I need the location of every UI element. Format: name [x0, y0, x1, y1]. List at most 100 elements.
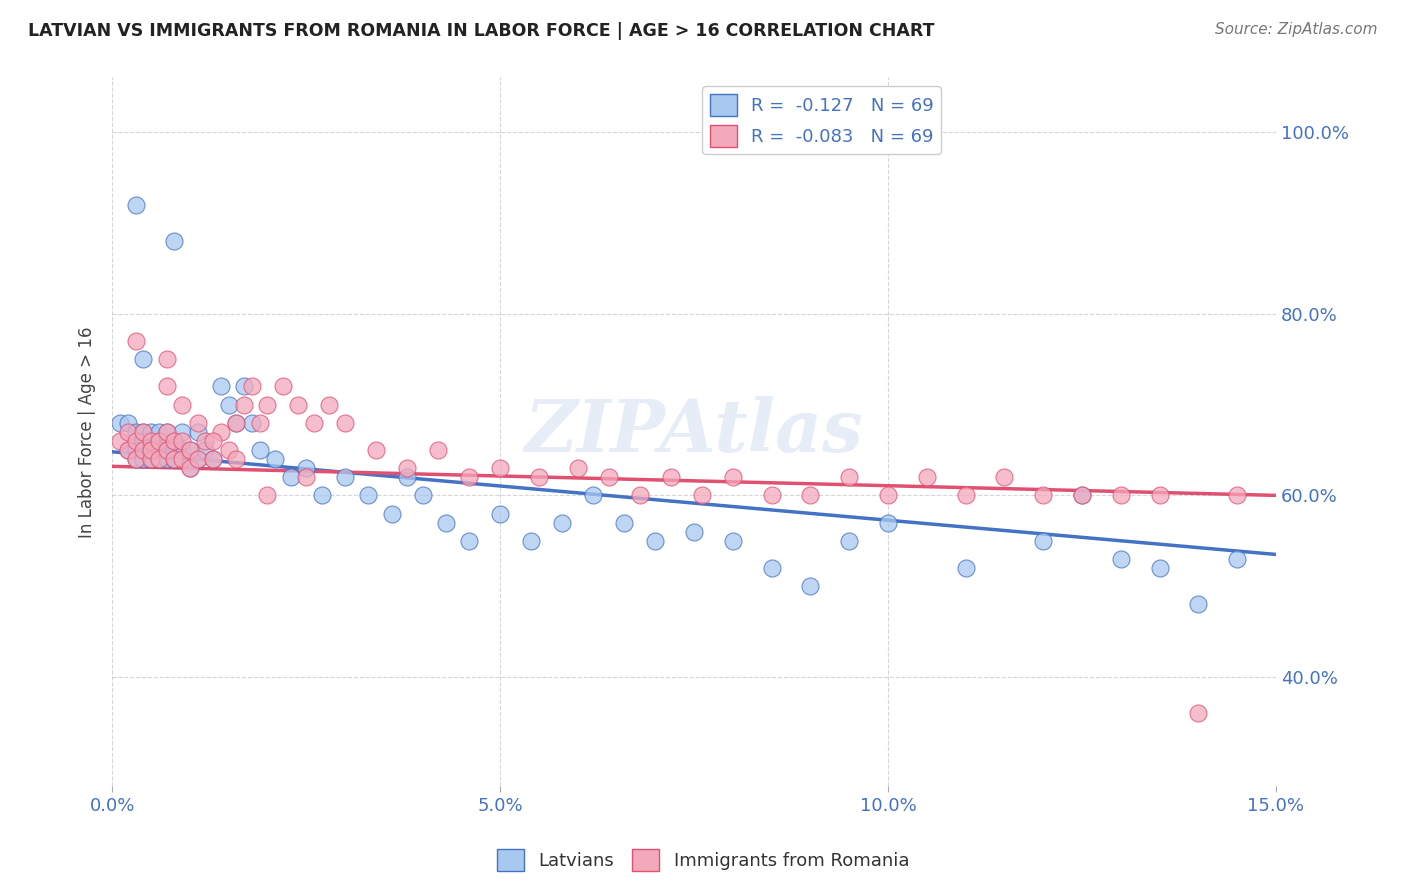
Point: [225, 416, 247, 430]
Point: [1187, 598, 1209, 612]
Point: [132, 434, 155, 448]
Point: [644, 533, 666, 548]
Text: ZIPAtlas: ZIPAtlas: [524, 396, 863, 467]
Point: [1109, 488, 1132, 502]
Point: [132, 425, 155, 439]
Point: [124, 197, 146, 211]
Y-axis label: In Labor Force | Age > 16: In Labor Force | Age > 16: [79, 326, 96, 538]
Point: [187, 452, 209, 467]
Point: [148, 425, 170, 439]
Point: [333, 416, 356, 430]
Point: [240, 379, 263, 393]
Point: [434, 516, 457, 530]
Point: [838, 470, 860, 484]
Point: [458, 470, 481, 484]
Point: [458, 533, 481, 548]
Point: [225, 452, 247, 467]
Point: [1149, 488, 1171, 502]
Point: [318, 398, 340, 412]
Text: LATVIAN VS IMMIGRANTS FROM ROMANIA IN LABOR FORCE | AGE > 16 CORRELATION CHART: LATVIAN VS IMMIGRANTS FROM ROMANIA IN LA…: [28, 22, 935, 40]
Point: [683, 524, 706, 539]
Point: [955, 561, 977, 575]
Legend: Latvians, Immigrants from Romania: Latvians, Immigrants from Romania: [489, 842, 917, 879]
Point: [357, 488, 380, 502]
Point: [1071, 488, 1094, 502]
Point: [155, 425, 177, 439]
Point: [179, 442, 201, 457]
Point: [155, 379, 177, 393]
Point: [202, 434, 225, 448]
Point: [264, 452, 287, 467]
Point: [209, 379, 232, 393]
Point: [163, 452, 186, 467]
Point: [139, 442, 162, 457]
Point: [280, 470, 302, 484]
Point: [202, 452, 225, 467]
Point: [412, 488, 434, 502]
Point: [271, 379, 294, 393]
Point: [117, 442, 139, 457]
Point: [108, 416, 131, 430]
Point: [155, 425, 177, 439]
Point: [1226, 552, 1249, 566]
Point: [148, 434, 170, 448]
Point: [1071, 488, 1094, 502]
Point: [132, 452, 155, 467]
Point: [690, 488, 713, 502]
Point: [427, 442, 450, 457]
Point: [311, 488, 333, 502]
Point: [295, 470, 318, 484]
Point: [170, 398, 193, 412]
Point: [155, 452, 177, 467]
Point: [1187, 706, 1209, 721]
Point: [179, 442, 201, 457]
Point: [233, 398, 256, 412]
Point: [551, 516, 574, 530]
Point: [1032, 533, 1054, 548]
Point: [295, 461, 318, 475]
Point: [489, 507, 512, 521]
Point: [799, 579, 821, 593]
Point: [155, 442, 177, 457]
Point: [249, 416, 271, 430]
Point: [124, 425, 146, 439]
Point: [202, 452, 225, 467]
Point: [163, 434, 186, 448]
Point: [1109, 552, 1132, 566]
Point: [163, 234, 186, 248]
Point: [108, 434, 131, 448]
Point: [527, 470, 550, 484]
Point: [396, 470, 419, 484]
Point: [489, 461, 512, 475]
Point: [187, 425, 209, 439]
Point: [1032, 488, 1054, 502]
Point: [761, 488, 783, 502]
Point: [148, 442, 170, 457]
Point: [396, 461, 419, 475]
Point: [155, 442, 177, 457]
Point: [139, 452, 162, 467]
Point: [179, 461, 201, 475]
Point: [721, 470, 744, 484]
Point: [170, 442, 193, 457]
Point: [1226, 488, 1249, 502]
Point: [117, 425, 139, 439]
Point: [240, 416, 263, 430]
Point: [148, 452, 170, 467]
Point: [598, 470, 620, 484]
Point: [955, 488, 977, 502]
Point: [139, 425, 162, 439]
Point: [132, 442, 155, 457]
Point: [915, 470, 938, 484]
Point: [233, 379, 256, 393]
Point: [877, 488, 900, 502]
Legend: R =  -0.127   N = 69, R =  -0.083   N = 69: R = -0.127 N = 69, R = -0.083 N = 69: [703, 87, 941, 154]
Point: [256, 488, 278, 502]
Point: [333, 470, 356, 484]
Point: [613, 516, 636, 530]
Point: [628, 488, 651, 502]
Point: [761, 561, 783, 575]
Point: [124, 442, 146, 457]
Point: [799, 488, 821, 502]
Point: [170, 452, 193, 467]
